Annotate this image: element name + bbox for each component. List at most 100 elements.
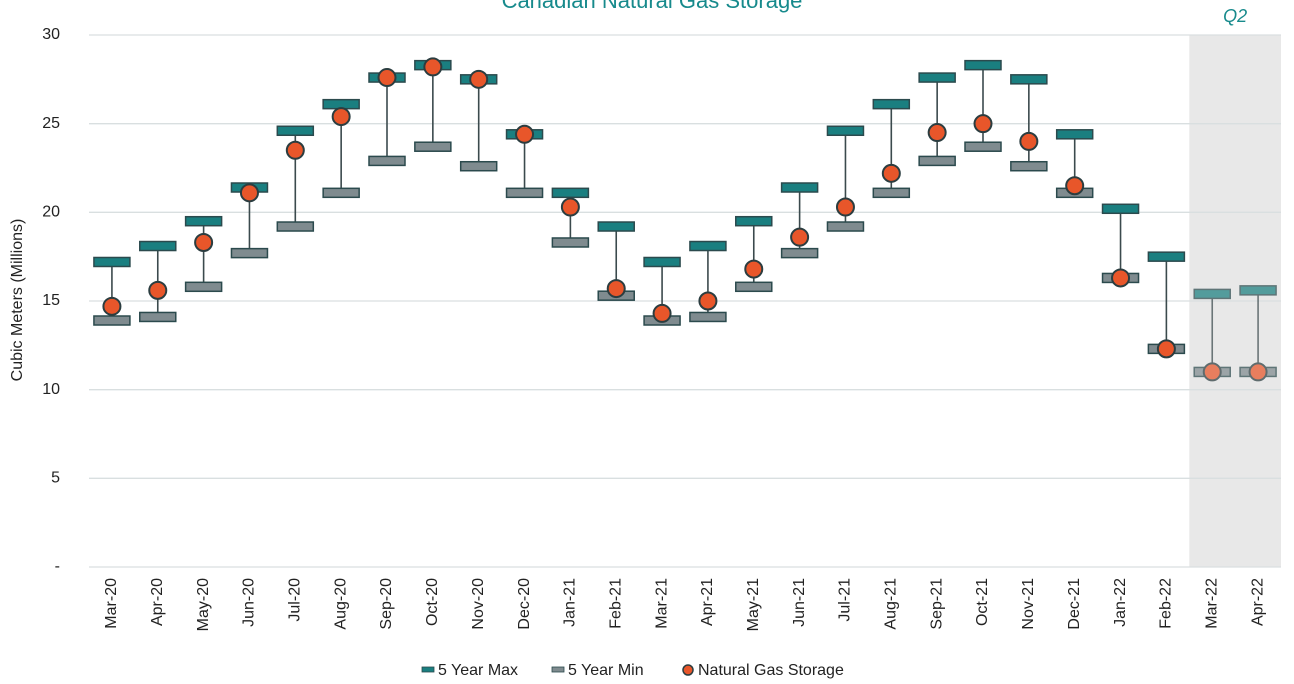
category-group bbox=[872, 98, 911, 199]
category-group bbox=[368, 68, 406, 167]
min-marker bbox=[689, 311, 727, 323]
storage-point bbox=[1111, 268, 1131, 288]
max-marker bbox=[139, 240, 177, 252]
storage-point bbox=[698, 291, 718, 311]
legend-swatch bbox=[421, 666, 435, 673]
max-marker bbox=[597, 221, 635, 232]
chart-title: Canadian Natural Gas Storage bbox=[502, 0, 803, 13]
x-tick-label: Mar-20 bbox=[103, 578, 120, 629]
x-tick-label: Apr-21 bbox=[699, 578, 716, 626]
max-marker bbox=[689, 240, 727, 252]
storage-point bbox=[881, 163, 901, 183]
x-tick-label: Aug-20 bbox=[332, 578, 349, 630]
storage-point bbox=[148, 280, 168, 300]
x-tick-label: Apr-20 bbox=[149, 578, 166, 626]
storage-point bbox=[469, 69, 489, 89]
x-tick-label: Nov-20 bbox=[470, 578, 487, 630]
storage-point bbox=[606, 279, 626, 299]
storage-point bbox=[285, 140, 305, 160]
category-group bbox=[1193, 288, 1231, 382]
x-tick-label: Jun-21 bbox=[791, 578, 808, 627]
min-marker bbox=[368, 155, 406, 167]
storage-point bbox=[652, 303, 672, 323]
max-marker bbox=[780, 182, 819, 193]
x-tick-label: Dec-20 bbox=[516, 578, 533, 630]
max-marker bbox=[964, 59, 1002, 71]
x-tick-label: Jul-21 bbox=[837, 578, 854, 622]
legend-swatch bbox=[551, 666, 565, 673]
category-group bbox=[505, 124, 544, 199]
x-tick-label: Apr-22 bbox=[1249, 578, 1266, 626]
storage-point bbox=[377, 68, 397, 88]
legend-label: 5 Year Min bbox=[568, 662, 644, 679]
category-group bbox=[964, 59, 1002, 152]
min-marker bbox=[505, 187, 544, 199]
max-marker bbox=[1193, 288, 1231, 300]
category-group bbox=[1101, 203, 1140, 288]
category-group bbox=[276, 125, 315, 232]
storage-point bbox=[1065, 176, 1085, 196]
x-tick-label: Oct-21 bbox=[974, 578, 991, 626]
storage-point bbox=[515, 124, 535, 144]
category-group bbox=[1010, 74, 1048, 172]
storage-point bbox=[239, 183, 259, 203]
x-tick-label: Mar-21 bbox=[653, 578, 670, 629]
min-marker bbox=[322, 187, 360, 199]
category-group bbox=[1147, 251, 1186, 359]
annotation: Q2 bbox=[1223, 6, 1247, 26]
min-marker bbox=[139, 311, 177, 323]
category-group bbox=[597, 221, 635, 301]
min-marker bbox=[551, 237, 590, 248]
x-tick-label: Sep-20 bbox=[378, 578, 395, 630]
category-group bbox=[780, 182, 819, 259]
x-tick-label: Aug-21 bbox=[883, 578, 900, 630]
x-tick-label: Sep-21 bbox=[928, 578, 945, 630]
x-tick-label: Jan-21 bbox=[562, 578, 579, 627]
storage-point bbox=[973, 114, 993, 134]
category-group bbox=[643, 256, 681, 326]
min-marker bbox=[184, 281, 223, 293]
storage-point bbox=[1202, 362, 1222, 382]
storage-point bbox=[744, 259, 764, 279]
min-marker bbox=[918, 155, 956, 167]
min-marker bbox=[230, 247, 269, 259]
max-marker bbox=[643, 256, 681, 268]
category-group bbox=[551, 187, 590, 248]
min-marker bbox=[276, 221, 315, 232]
min-marker bbox=[780, 247, 819, 259]
x-tick-label: Nov-21 bbox=[1020, 578, 1037, 630]
max-marker bbox=[1010, 74, 1048, 85]
storage-point bbox=[927, 123, 947, 143]
max-marker bbox=[1101, 203, 1140, 215]
max-marker bbox=[735, 215, 773, 227]
x-tick-label: Feb-21 bbox=[607, 578, 624, 629]
min-marker bbox=[872, 187, 911, 199]
max-marker bbox=[1147, 251, 1186, 262]
y-tick-label: - bbox=[55, 558, 60, 575]
y-tick-label: 25 bbox=[42, 115, 60, 132]
category-group bbox=[322, 98, 360, 199]
x-tick-label: Dec-21 bbox=[1066, 578, 1083, 630]
y-tick-label: 20 bbox=[42, 204, 60, 221]
storage-point bbox=[560, 197, 580, 217]
y-tick-label: 10 bbox=[42, 381, 60, 398]
category-group bbox=[689, 240, 727, 323]
y-tick-label: 30 bbox=[42, 26, 60, 43]
min-marker bbox=[735, 281, 773, 293]
storage-point bbox=[790, 227, 810, 247]
y-tick-label: 15 bbox=[42, 292, 60, 309]
min-marker bbox=[1010, 160, 1048, 172]
max-marker bbox=[551, 187, 590, 199]
min-marker bbox=[826, 221, 865, 232]
category-group bbox=[826, 125, 865, 232]
storage-point bbox=[423, 57, 443, 77]
storage-point bbox=[1156, 339, 1176, 359]
storage-point bbox=[835, 197, 855, 217]
max-marker bbox=[918, 72, 956, 83]
category-group bbox=[93, 256, 131, 326]
x-tick-label: Jul-20 bbox=[287, 578, 304, 622]
category-group bbox=[230, 182, 269, 259]
max-marker bbox=[276, 125, 315, 137]
category-group bbox=[184, 215, 223, 293]
